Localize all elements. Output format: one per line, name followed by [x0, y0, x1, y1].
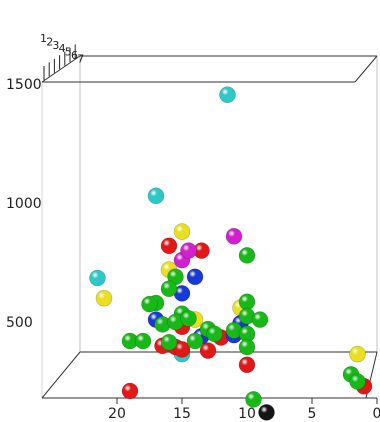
- depth-tick-label: 2: [46, 35, 53, 48]
- y-tick-label: 1500: [6, 77, 42, 93]
- top-left-depth-edge: [41, 55, 81, 83]
- data-point-cyan: [89, 269, 106, 287]
- x-tick-label: 0: [373, 406, 380, 422]
- data-points: [89, 86, 373, 421]
- data-point-green: [180, 310, 197, 327]
- data-point-green: [251, 311, 269, 328]
- data-point-red: [160, 237, 178, 255]
- top-right-depth-edge: [354, 55, 378, 83]
- data-point-black: [258, 404, 275, 421]
- data-point-cyan: [219, 86, 236, 103]
- data-point-green: [238, 293, 256, 311]
- data-point-green: [206, 325, 223, 343]
- data-point-green: [245, 391, 262, 408]
- axis-ticks: 20 15 10 5 0 500 1000 1500: [6, 77, 380, 422]
- data-point-magenta: [180, 242, 197, 259]
- data-point-green: [349, 373, 366, 390]
- depth-tick-label: 5: [65, 46, 72, 59]
- data-point-green: [160, 333, 178, 351]
- data-point-magenta: [225, 228, 243, 245]
- data-point-red: [199, 342, 217, 359]
- y-tick-label: 500: [6, 315, 33, 331]
- plot-box: [41, 55, 378, 399]
- y-tick-label: 1000: [6, 196, 42, 212]
- depth-tick-label: 4: [59, 42, 66, 55]
- bottom-left-depth-edge: [41, 351, 81, 399]
- x-tick-label: 10: [238, 406, 256, 422]
- data-point-green: [238, 338, 256, 356]
- x-tick-label: 15: [173, 406, 191, 422]
- data-point-red: [173, 341, 191, 358]
- data-point-green: [141, 295, 158, 313]
- data-point-green: [238, 247, 256, 264]
- data-point-yellow: [173, 223, 191, 240]
- data-point-yellow: [349, 345, 366, 363]
- data-point-green: [134, 332, 152, 350]
- depth-tick-label: 1: [40, 32, 47, 45]
- depth-tick-label: 6: [71, 49, 78, 62]
- data-point-green: [186, 332, 204, 350]
- data-point-cyan: [147, 187, 165, 205]
- data-point-red: [238, 356, 256, 374]
- data-point-blue: [186, 268, 204, 286]
- depth-tick-label: 7: [77, 52, 84, 65]
- data-point-red: [121, 382, 139, 400]
- data-point-green: [160, 280, 178, 298]
- x-tick-label: 5: [308, 406, 317, 422]
- x-tick-label: 20: [108, 406, 126, 422]
- depth-tick-label: 3: [52, 39, 59, 52]
- data-point-yellow: [95, 289, 113, 307]
